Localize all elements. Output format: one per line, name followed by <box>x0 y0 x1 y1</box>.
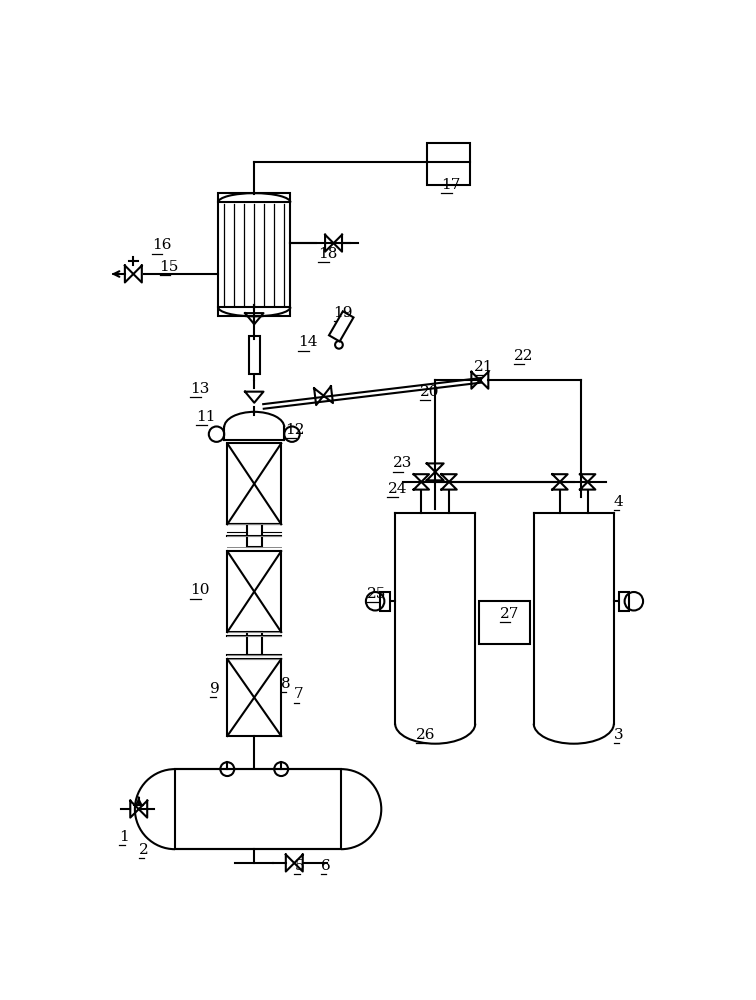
Text: 18: 18 <box>318 247 337 261</box>
Bar <box>427 143 469 185</box>
Text: 2: 2 <box>139 843 148 857</box>
Bar <box>246 524 262 547</box>
Bar <box>249 336 259 374</box>
Text: 23: 23 <box>393 456 412 470</box>
Text: 12: 12 <box>285 423 305 437</box>
Text: 16: 16 <box>152 238 172 252</box>
Bar <box>218 193 290 316</box>
Text: 8: 8 <box>281 677 291 691</box>
Bar <box>228 443 281 524</box>
Bar <box>246 632 262 655</box>
Text: 17: 17 <box>442 178 460 192</box>
Bar <box>619 592 629 611</box>
Text: 20: 20 <box>420 385 439 399</box>
Text: 24: 24 <box>387 482 407 496</box>
Text: 7: 7 <box>293 687 303 701</box>
Text: 1: 1 <box>119 830 129 844</box>
Text: 6: 6 <box>321 859 331 873</box>
Text: 25: 25 <box>367 587 387 601</box>
Text: 15: 15 <box>160 260 179 274</box>
Text: 3: 3 <box>614 728 624 742</box>
Text: 22: 22 <box>514 349 533 363</box>
Bar <box>228 551 281 632</box>
Bar <box>228 659 281 736</box>
Text: 9: 9 <box>210 682 220 696</box>
Bar <box>175 769 341 849</box>
Text: 26: 26 <box>416 728 435 742</box>
Text: 14: 14 <box>298 335 318 349</box>
Text: 27: 27 <box>500 606 519 620</box>
Text: 11: 11 <box>197 410 216 424</box>
Text: 13: 13 <box>191 382 209 396</box>
Bar <box>329 311 354 341</box>
Text: 21: 21 <box>474 360 493 374</box>
Text: 19: 19 <box>333 306 353 320</box>
Bar <box>380 592 390 611</box>
Text: 4: 4 <box>614 495 624 509</box>
Bar <box>479 601 530 644</box>
Text: 5: 5 <box>294 859 304 873</box>
Text: 10: 10 <box>191 583 210 597</box>
